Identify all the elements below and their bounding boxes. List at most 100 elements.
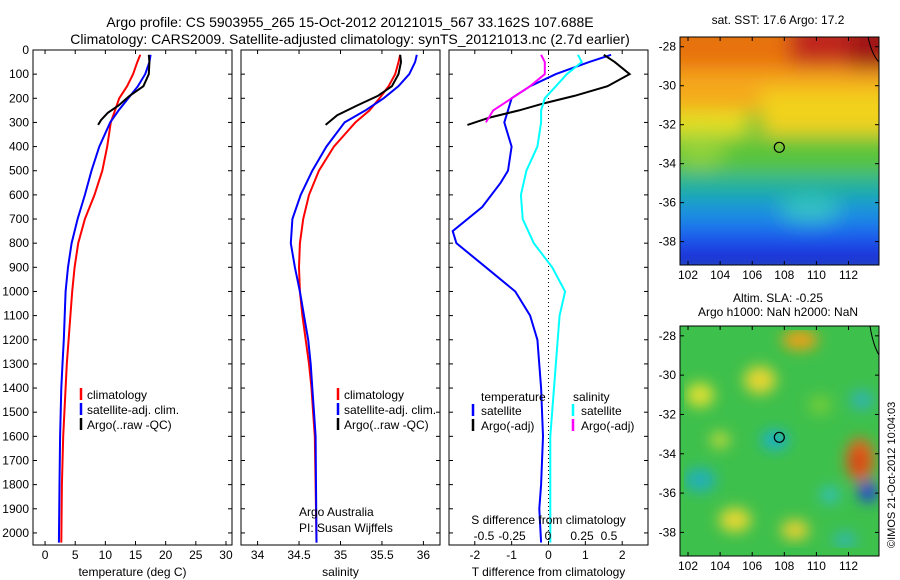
- x-tick-label: 25: [189, 548, 203, 562]
- x-tick-label-salinity: 0: [545, 529, 552, 543]
- sla-map-title-line2: Argo h1000: NaN h2000: NaN: [697, 305, 859, 319]
- x-tick-label: 0: [42, 548, 49, 562]
- sla-map-title-line1: Altim. SLA: -0.25: [732, 291, 824, 305]
- map-x-tick-label: 110: [807, 559, 826, 573]
- y-tick-label: 500: [9, 164, 29, 178]
- legend-label: Argo(-adj): [581, 419, 634, 433]
- sst-map-title: sat. SST: 17.6 Argo: 17.2: [711, 13, 845, 27]
- x-axis-label-salinity: S difference from climatology: [471, 513, 626, 527]
- legend-label: climatology: [87, 388, 147, 402]
- map-x-tick-label: 112: [839, 268, 858, 282]
- map-x-tick-label: 104: [710, 268, 730, 282]
- map-x-tick-label: 104: [710, 559, 730, 573]
- y-tick-label: 1600: [2, 429, 29, 443]
- y-tick-label: 400: [9, 140, 29, 154]
- x-tick-label: -1: [506, 548, 517, 562]
- x-tick-label: 0: [545, 548, 552, 562]
- legend-label: satellite-adj. clim.: [344, 403, 436, 417]
- y-tick-label: 2000: [2, 526, 29, 540]
- x-tick-label: 1: [582, 548, 589, 562]
- legend-header-salinity: salinity: [573, 390, 610, 404]
- map-y-tick-label: -32: [659, 118, 677, 132]
- annotation-line2: PI: Susan Wijffels: [299, 521, 393, 535]
- x-axis-label: salinity: [322, 565, 359, 579]
- series-line-2: [57, 54, 152, 543]
- series-line-4: [485, 54, 546, 123]
- map-x-tick-label: 106: [742, 559, 762, 573]
- y-tick-label: 1400: [2, 381, 29, 395]
- x-tick-label: -2: [469, 548, 480, 562]
- legend-header-temperature: temperature: [481, 390, 546, 404]
- map-x-tick-label: 108: [774, 268, 794, 282]
- x-tick-label-salinity: 0.25: [570, 529, 594, 543]
- map-x-tick-label: 112: [839, 559, 858, 573]
- x-tick-label: 10: [99, 548, 113, 562]
- x-tick-label-salinity: 0.5: [601, 529, 618, 543]
- y-tick-label: 700: [9, 212, 29, 226]
- legend-label: satellite: [481, 404, 522, 418]
- y-tick-label: 1200: [2, 333, 29, 347]
- map-axes: 102 104 106 108 110 112 -28 -30 -32 -34 -36 -38 102 1…: [659, 37, 879, 573]
- figure-title-line1: Argo profile: CS 5903955_265 15-Oct-2012…: [106, 14, 594, 30]
- x-tick-label: 30: [219, 548, 233, 562]
- plot-frame: [240, 49, 441, 546]
- series-line-3: [324, 54, 403, 126]
- x-tick-label: 35: [334, 548, 348, 562]
- legend-panel-3: temperature salinitysatelliteArgo(-adj)sa…: [471, 390, 634, 543]
- x-tick-label: 15: [129, 548, 143, 562]
- map-y-tick-label: -30: [659, 79, 677, 93]
- x-axis-label: temperature (deg C): [78, 565, 186, 579]
- x-tick-label: 34: [251, 548, 265, 562]
- sst-map-coastline: [867, 36, 880, 63]
- map-axes-1: 102 104 106 108 110 112 -28 -30 -32 -34 -36 -38: [659, 37, 879, 282]
- sla-map-coastline: [869, 325, 880, 356]
- x-tick-label: 2: [619, 548, 626, 562]
- map-y-tick-label: -28: [659, 329, 677, 343]
- x-tick-label: 35.5: [370, 548, 394, 562]
- map-y-tick-label: -34: [659, 447, 677, 461]
- y-tick-label: 900: [9, 260, 29, 274]
- sst-map-argo-marker: [773, 141, 785, 153]
- sla-map-field: [680, 326, 879, 556]
- map-x-tick-label: 108: [774, 559, 794, 573]
- y-tick-label: 200: [9, 91, 29, 105]
- y-tick-label: 100: [9, 67, 29, 81]
- series-line-1: [60, 54, 142, 543]
- y-tick-label: 1100: [3, 309, 29, 323]
- legend-label: climatology: [344, 388, 404, 402]
- map-x-tick-label: 102: [678, 268, 698, 282]
- map-x-tick-label: 102: [678, 559, 698, 573]
- map-axes-2: 102 104 106 108 110 112 -28 -30 -32 -34 -36 -38: [659, 326, 879, 573]
- map-y-tick-label: -38: [659, 235, 677, 249]
- profile-panel-2: 34 34.5 35 35.5 36 salinity: [240, 49, 441, 579]
- map-y-tick-label: -28: [659, 40, 677, 54]
- y-tick-label: 600: [9, 188, 29, 202]
- map-y-tick-label: -32: [659, 407, 677, 421]
- map-x-tick-label: 106: [742, 268, 762, 282]
- y-tick-label: 1900: [2, 502, 29, 516]
- sst-map-field: [680, 37, 879, 265]
- profile-charts: 0100200300400500600700800900100011001200…: [2, 43, 649, 579]
- x-tick-label: 36: [417, 548, 431, 562]
- y-tick-label: 800: [9, 236, 29, 250]
- legend-label: satellite-adj. clim.: [87, 403, 179, 417]
- legend-label: Argo(..raw -QC): [344, 418, 429, 432]
- y-tick-label: 0: [22, 43, 29, 57]
- sla-map-argo-marker: [773, 431, 785, 443]
- y-tick-label: 1700: [2, 453, 29, 467]
- legend-label: Argo(..raw -QC): [87, 418, 172, 432]
- map-y-tick-label: -38: [659, 525, 677, 539]
- profile-panel-1: 0100200300400500600700800900100011001200…: [2, 43, 233, 579]
- x-axis-label: T difference from climatology: [472, 565, 626, 579]
- profile-panel-3: -2 -1 0 1 2 T difference from climatology: [448, 49, 649, 579]
- y-tick-label: 1300: [2, 357, 29, 371]
- x-tick-label: 20: [159, 548, 173, 562]
- map-y-tick-label: -36: [659, 196, 677, 210]
- x-tick-label: 34.5: [287, 548, 311, 562]
- annotation-group: Argo Australia PI: Susan Wijffels: [299, 505, 393, 535]
- series-line-2: [289, 54, 418, 543]
- x-tick-label: 5: [72, 548, 79, 562]
- sla-map-frame: [679, 325, 880, 557]
